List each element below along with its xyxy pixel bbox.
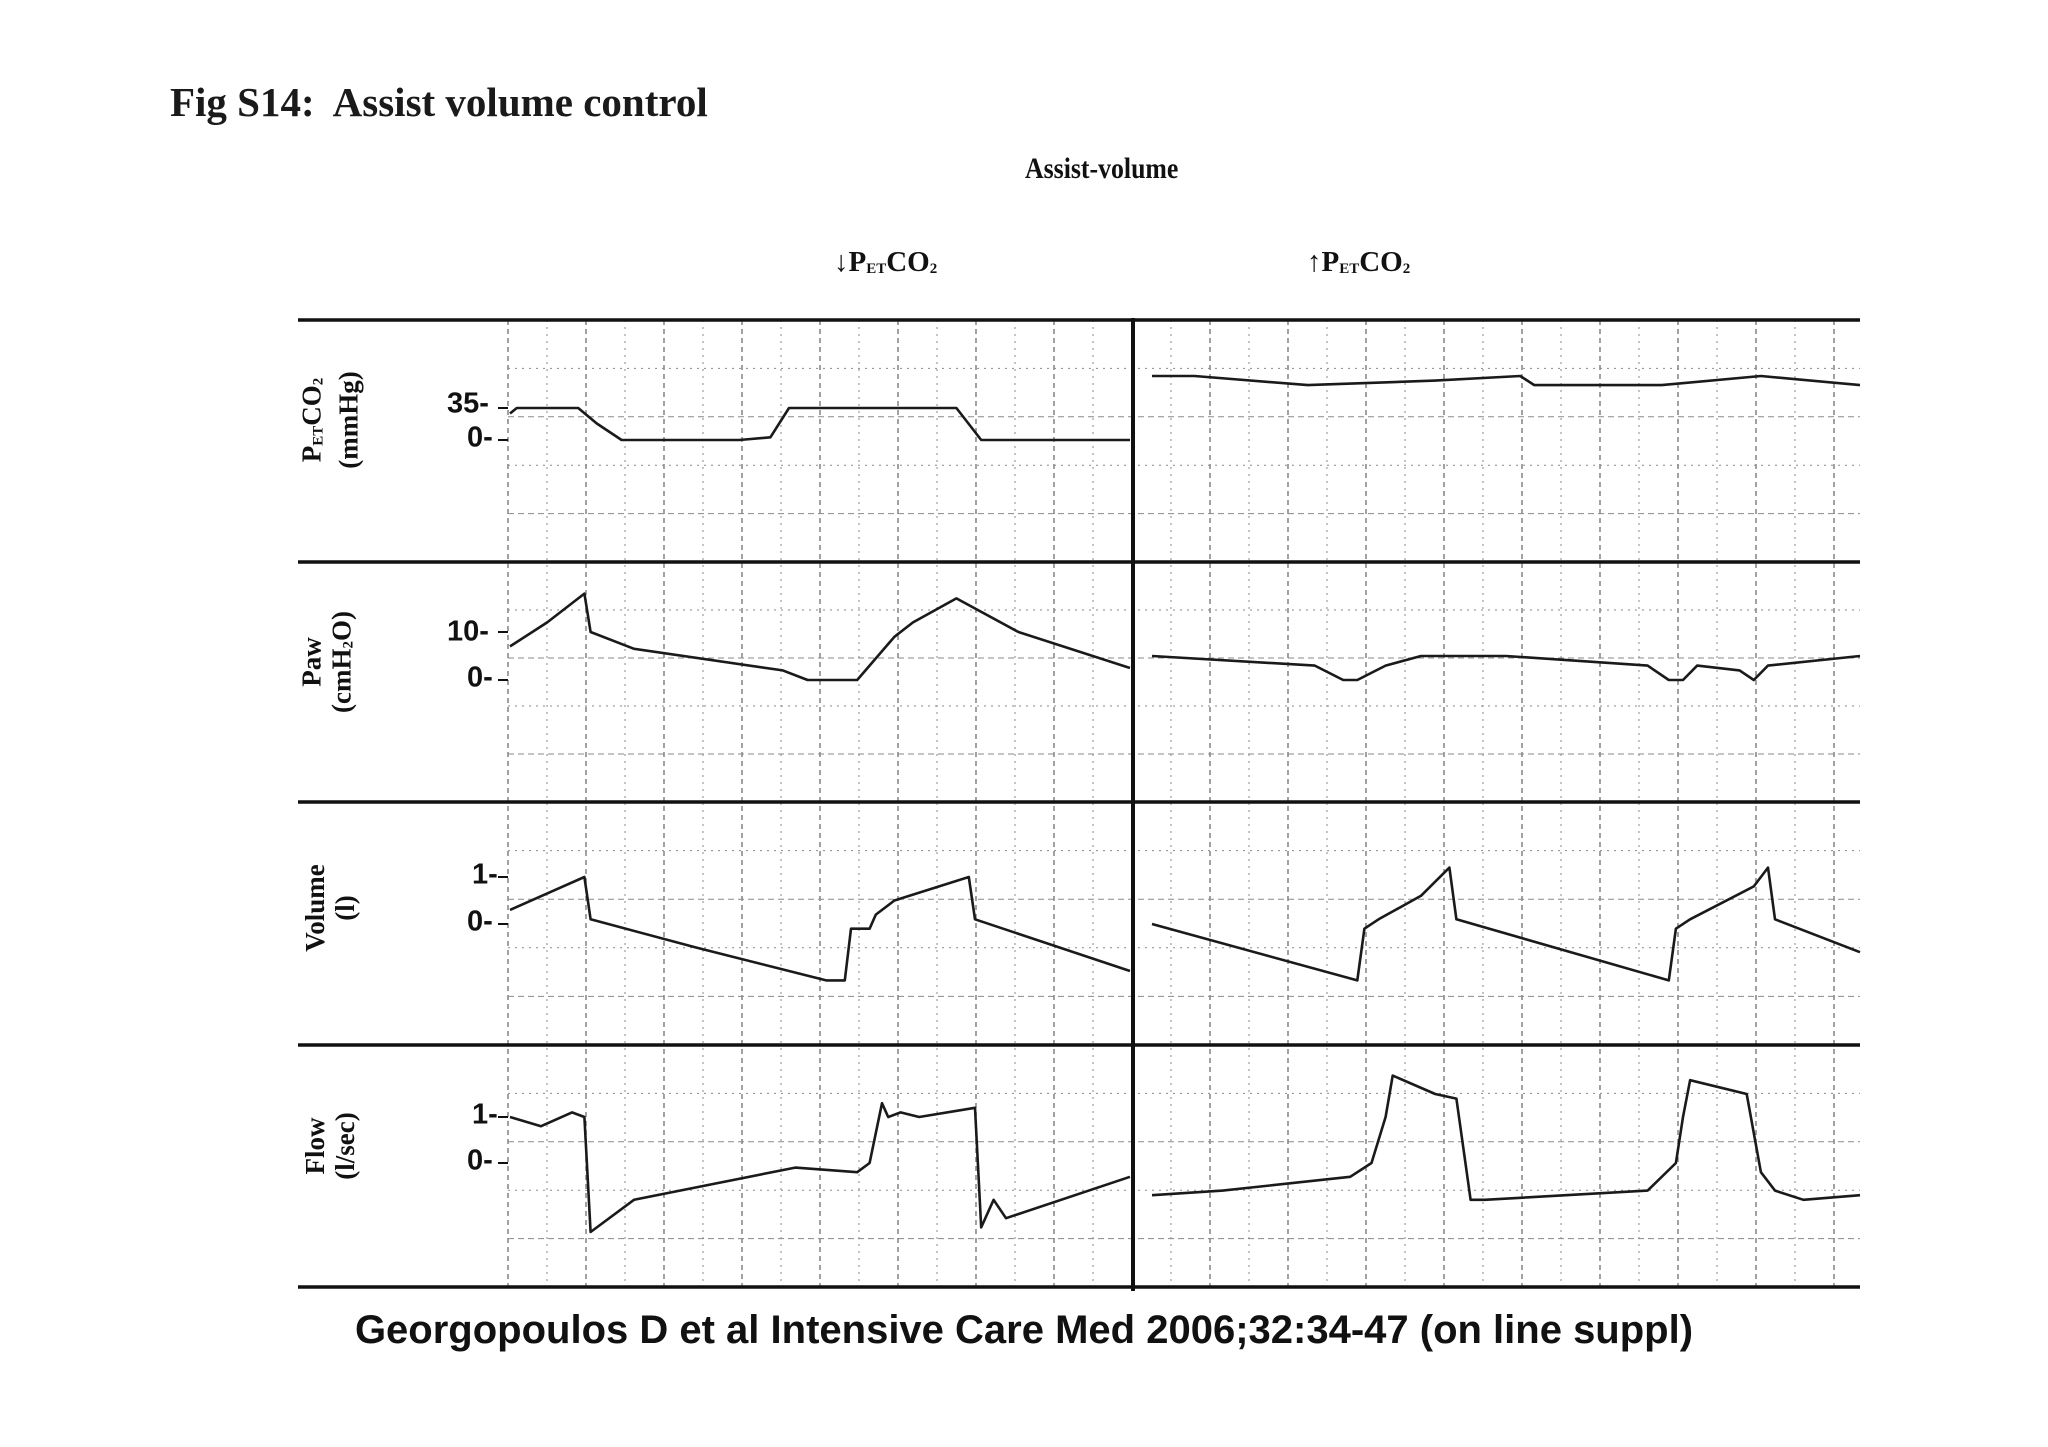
up-arrow-icon: ↑ [1307, 246, 1322, 278]
trace-flow-segment-0 [509, 1101, 1131, 1234]
tick-label-flow-1: 1- [472, 1098, 498, 1131]
trace-paw-segment-0 [509, 592, 1131, 682]
trace-petco2-segment-1 [1152, 374, 1861, 387]
citation: Georgopoulos D et al Intensive Care Med … [354, 1308, 1694, 1352]
segment-label-decrease: ↓PETCO2 [834, 246, 938, 278]
tick-label-petco2-35: 35- [447, 387, 489, 420]
segment-label-increase: ↑PETCO2 [1307, 246, 1411, 278]
figure-title-text: Assist volume control [332, 79, 708, 125]
ylabel-flow: Flow (l/sec) [300, 1112, 360, 1180]
tick-label-petco2-0: 0- [467, 421, 493, 454]
trace-paw-segment-1 [1151, 654, 1861, 682]
figure-title: Fig S14: Assist volume control [170, 78, 708, 126]
trace-volume-segment-0 [509, 875, 1131, 982]
tick-label-paw-0: 0- [467, 661, 493, 694]
trace-flow-segment-1 [1151, 1074, 1861, 1202]
figure-title-number: Fig S14: [170, 79, 315, 125]
tick-label-volume-0: 0- [467, 905, 493, 938]
chart-title: Assist-volume [1025, 152, 1179, 185]
tick-label-flow-0: 0- [467, 1144, 493, 1177]
trace-volume-segment-1 [1151, 866, 1861, 982]
ylabel-paw: Paw (cmH2O) [296, 611, 357, 713]
ylabel-petco2: PETCO2 (mmHg) [296, 371, 364, 469]
tick-label-paw-10: 10- [447, 615, 489, 648]
trace-petco2-segment-0 [509, 406, 1130, 442]
down-arrow-icon: ↓ [834, 246, 849, 278]
tick-label-volume-1: 1- [472, 858, 498, 891]
ylabel-volume: Volume (l) [300, 864, 360, 952]
